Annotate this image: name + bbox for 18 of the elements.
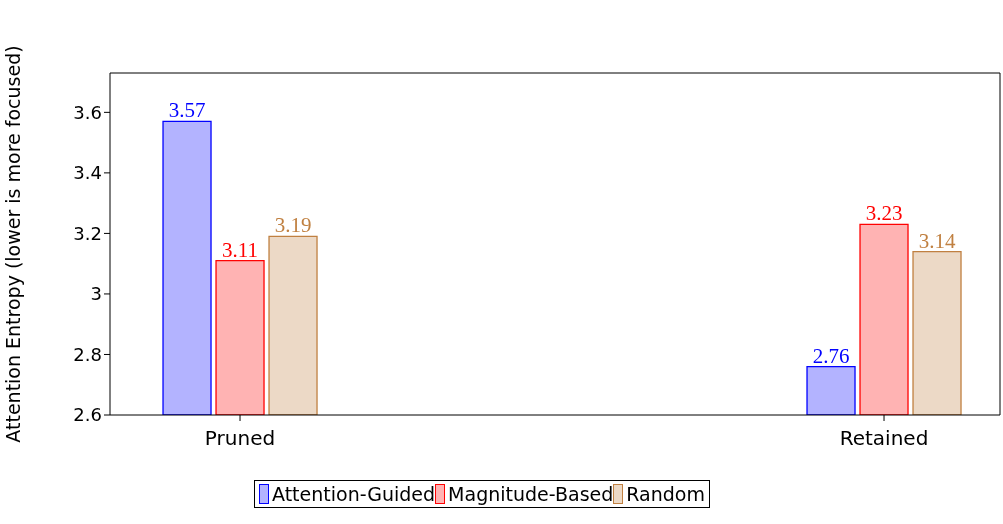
y-tick-label: 2.8 xyxy=(73,343,102,365)
data-label: 3.19 xyxy=(274,213,312,238)
x-tick-label: Pruned xyxy=(204,426,276,451)
legend-label: Random xyxy=(626,483,705,505)
legend-label: Magnitude-Based xyxy=(448,483,614,505)
data-label: 3.11 xyxy=(222,237,259,262)
y-tick-label: 2.6 xyxy=(73,404,102,426)
data-label: 3.23 xyxy=(865,201,903,226)
y-tick-label: 3.2 xyxy=(73,222,102,244)
y-tick-label: 3.6 xyxy=(73,101,102,123)
data-label: 3.57 xyxy=(168,98,206,123)
data-label: 3.14 xyxy=(918,228,956,253)
legend-label: Attention-Guided xyxy=(272,483,436,505)
data-label: 2.76 xyxy=(812,343,850,368)
y-tick-label: 3 xyxy=(90,283,102,305)
y-axis-title: Attention Entropy (lower is more focused) xyxy=(1,45,24,443)
x-tick-label: Retained xyxy=(839,426,929,451)
y-tick-label: 3.4 xyxy=(73,162,102,184)
